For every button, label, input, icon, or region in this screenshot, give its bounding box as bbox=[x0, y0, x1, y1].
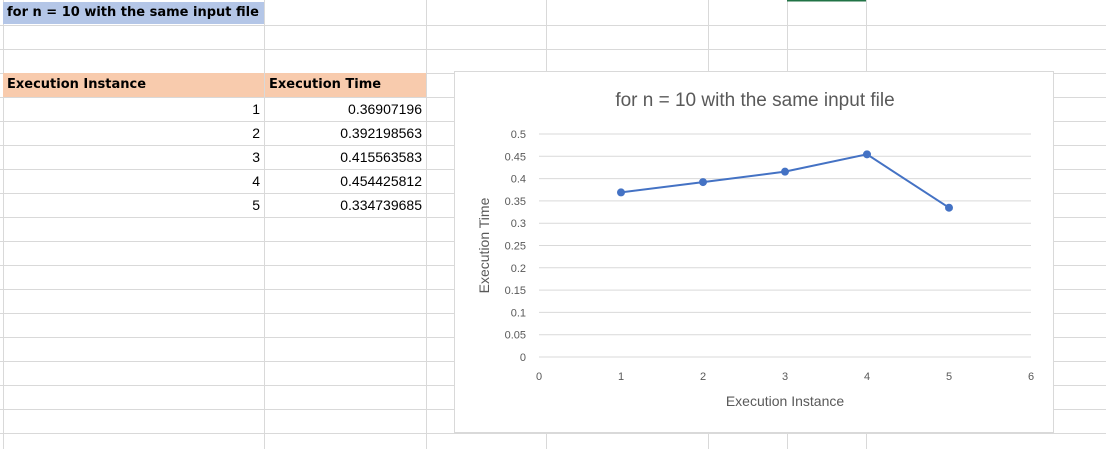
series-line bbox=[620, 153, 950, 209]
header-cell-bg bbox=[3, 73, 264, 97]
y-tick-label: 0.3 bbox=[511, 218, 526, 230]
x-tick-label: 5 bbox=[946, 371, 952, 383]
header-execution-instance[interactable]: Execution Instance bbox=[7, 77, 147, 92]
y-tick-label: 0.4 bbox=[511, 174, 526, 186]
y-tick-label: 0 bbox=[520, 352, 526, 364]
chart-title: for n = 10 with the same input file bbox=[615, 90, 894, 111]
cell-instance[interactable]: 1 bbox=[252, 101, 260, 117]
data-point bbox=[781, 167, 789, 176]
title-cell[interactable]: for n = 10 with the same input file bbox=[3, 2, 264, 24]
data-point bbox=[945, 203, 953, 212]
data-point bbox=[699, 178, 707, 187]
header-cell-bg bbox=[265, 73, 426, 97]
cell-time[interactable]: 0.334739685 bbox=[340, 197, 422, 213]
y-tick-label: 0.2 bbox=[511, 263, 526, 275]
data-point bbox=[617, 188, 625, 197]
x-tick-label: 6 bbox=[1028, 371, 1034, 383]
cell-instance[interactable]: 4 bbox=[252, 173, 260, 189]
x-tick-label: 4 bbox=[864, 371, 870, 383]
cell-time[interactable]: 0.36907196 bbox=[348, 101, 422, 117]
line-chart: for n = 10 with the same input file 0 0.05… bbox=[476, 90, 1034, 409]
y-tick-label: 0.15 bbox=[505, 285, 526, 297]
x-axis-label: Execution Instance bbox=[726, 393, 845, 409]
cell-instance[interactable]: 2 bbox=[252, 125, 260, 141]
cell-time[interactable]: 0.392198563 bbox=[340, 125, 422, 141]
x-tick-label: 0 bbox=[536, 371, 542, 383]
y-tick-label: 0.5 bbox=[511, 129, 526, 141]
y-tick-label: 0.25 bbox=[505, 241, 526, 253]
data-point bbox=[863, 150, 871, 159]
y-tick-label: 0.35 bbox=[505, 196, 526, 208]
chart-area[interactable]: for n = 10 with the same input file 0 0.05… bbox=[454, 71, 1054, 433]
cell-time[interactable]: 0.454425812 bbox=[340, 173, 422, 189]
y-tick-label: 0.45 bbox=[505, 151, 526, 163]
y-tick-label: 0.1 bbox=[511, 307, 526, 319]
y-axis-label: Execution Time bbox=[476, 197, 492, 293]
x-tick-label: 2 bbox=[700, 371, 706, 383]
cell-instance[interactable]: 3 bbox=[252, 149, 260, 165]
y-tick-label: 0.05 bbox=[505, 330, 526, 342]
header-execution-time[interactable]: Execution Time bbox=[269, 77, 382, 92]
x-tick-label: 3 bbox=[782, 371, 788, 383]
x-tick-label: 1 bbox=[618, 371, 624, 383]
cell-time[interactable]: 0.415563583 bbox=[340, 149, 422, 165]
cell-instance[interactable]: 5 bbox=[252, 197, 260, 213]
